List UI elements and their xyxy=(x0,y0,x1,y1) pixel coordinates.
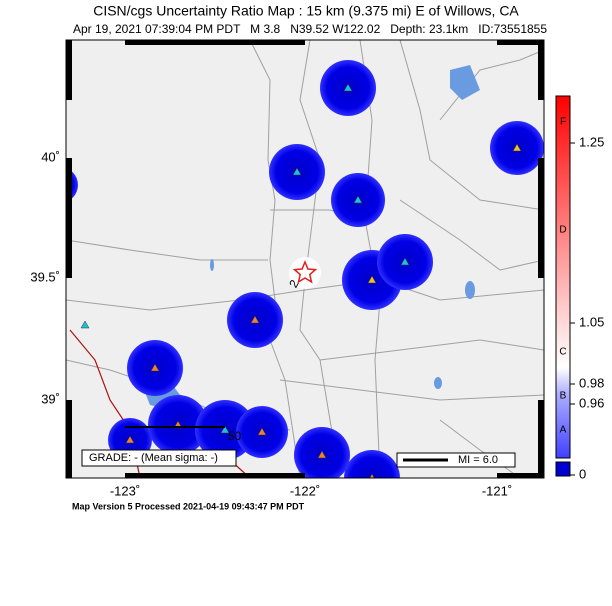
epicenter-glow xyxy=(289,257,321,289)
station xyxy=(343,83,353,92)
frame-ticks: 40˚ 39.5˚ 39˚ -123˚ -122˚ -121˚ xyxy=(30,40,544,498)
frame-segment xyxy=(66,158,72,278)
colorbar-tick-label: 1.25 xyxy=(579,134,604,149)
colorbar-grade: C xyxy=(559,347,566,358)
station xyxy=(125,435,135,444)
mi-label: MI = 6.0 xyxy=(458,454,498,466)
station xyxy=(250,315,260,324)
frame-segment xyxy=(497,40,544,45)
lake xyxy=(210,259,214,271)
colorbar-zero xyxy=(555,461,571,477)
colorbar-grade: B xyxy=(560,391,567,402)
lon-label: -121˚ xyxy=(482,483,512,498)
colorbar-tick-label: 0.96 xyxy=(579,395,604,410)
frame-segment xyxy=(538,400,544,478)
station-halo xyxy=(344,450,400,478)
lake xyxy=(450,65,480,100)
station xyxy=(400,257,410,266)
road xyxy=(399,40,544,211)
station xyxy=(257,427,267,436)
station xyxy=(292,167,302,176)
frame-segment xyxy=(497,473,544,478)
station xyxy=(367,275,377,284)
lat-label: 39˚ xyxy=(41,391,60,406)
lat-label: 39.5˚ xyxy=(30,269,60,284)
road xyxy=(249,40,301,478)
road xyxy=(279,379,544,401)
frame-segment xyxy=(66,400,72,478)
lon-label: -122˚ xyxy=(290,483,320,498)
station xyxy=(56,181,64,188)
epicenter-star xyxy=(292,260,318,284)
station xyxy=(80,320,90,329)
title: CISN/cgs Uncertainty Ratio Map : 15 km (… xyxy=(93,3,519,19)
scale-label: 50 xyxy=(228,429,242,443)
frame-segment xyxy=(66,40,72,100)
frame-segment xyxy=(538,158,544,278)
grade: GRADE: - (Mean sigma: -) xyxy=(89,452,218,464)
frame-segment xyxy=(125,40,305,45)
colorbar-tick-label: 0 xyxy=(579,466,586,481)
stations xyxy=(56,60,544,478)
station xyxy=(220,425,230,434)
colorbar-tick-label: 0.98 xyxy=(579,375,604,390)
lat-label: 40˚ xyxy=(41,149,60,164)
colorbar-grade: A xyxy=(560,425,567,436)
colorbar-grade: D xyxy=(559,225,566,236)
station xyxy=(150,363,160,372)
station xyxy=(512,143,522,152)
map: 2 50 GRADE: - (Mean sigma: -) MI = 6.0 xyxy=(56,40,544,478)
frame-segment xyxy=(125,473,305,478)
colorbar-grade: F xyxy=(560,117,566,128)
station xyxy=(353,195,363,204)
road xyxy=(439,419,521,478)
lon-label: -123˚ xyxy=(110,483,140,498)
subtitle: Apr 19, 2021 07:39:04 PM PDT M 3.8 N39.5… xyxy=(73,22,547,36)
mi-box xyxy=(396,452,516,468)
colorbar xyxy=(555,95,571,459)
frame-segment xyxy=(538,40,544,100)
colorbar-tick-label: 1.05 xyxy=(579,314,604,329)
station xyxy=(317,450,327,459)
lake xyxy=(465,281,475,299)
footer: Map Version 5 Processed 2021-04-19 09:43… xyxy=(72,501,305,511)
grade-box xyxy=(81,449,237,467)
colorbar-labels: 1.25 1.05 0.98 0.96 0 F D C B A xyxy=(559,117,604,482)
lake xyxy=(434,377,442,389)
station-halo xyxy=(66,168,78,202)
road xyxy=(399,199,544,271)
road xyxy=(319,339,544,361)
road xyxy=(66,239,268,261)
road xyxy=(66,279,544,311)
